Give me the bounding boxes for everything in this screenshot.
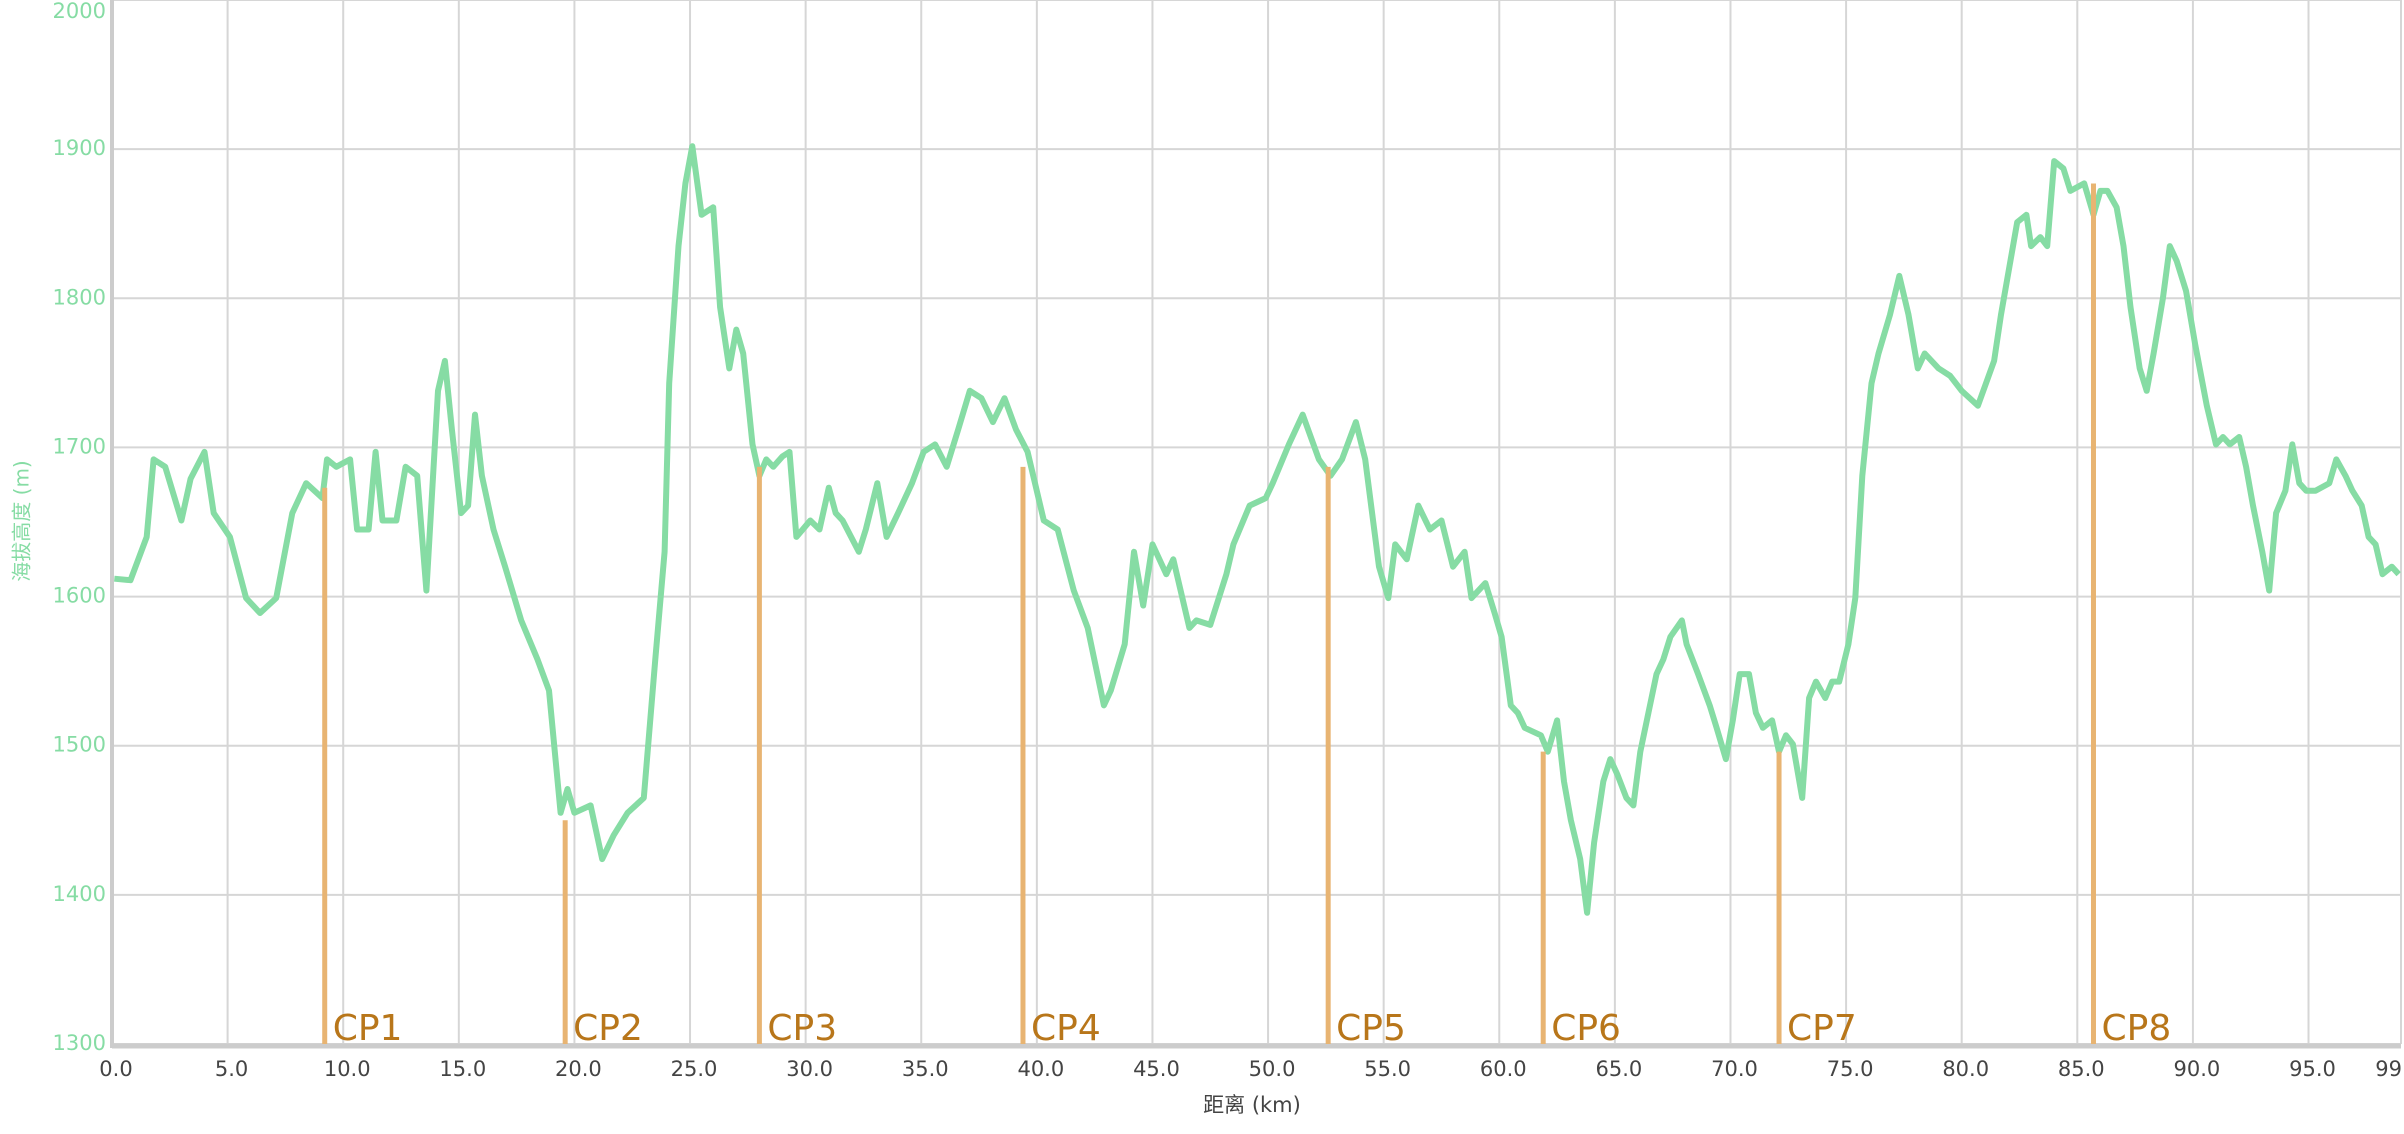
x-axis-title: 距离 (km) xyxy=(1203,1093,1301,1117)
checkpoint-label: CP5 xyxy=(1336,1008,1406,1049)
x-tick-label: 65.0 xyxy=(1595,1057,1642,1081)
checkpoint-label: CP7 xyxy=(1787,1008,1857,1049)
x-tick-label: 75.0 xyxy=(1827,1057,1874,1081)
x-tick-label: 0.0 xyxy=(99,1057,132,1081)
y-tick-label: 2000 xyxy=(53,0,106,23)
x-tick-label: 90.0 xyxy=(2174,1057,2221,1081)
x-tick-label: 25.0 xyxy=(671,1057,718,1081)
x-tick-label: 45.0 xyxy=(1133,1057,1180,1081)
checkpoint-label: CP1 xyxy=(333,1008,403,1049)
y-tick-label: 1300 xyxy=(53,1031,106,1055)
checkpoint-label: CP4 xyxy=(1031,1008,1101,1049)
x-tick-label: 35.0 xyxy=(902,1057,949,1081)
x-tick-label: 95.0 xyxy=(2289,1057,2336,1081)
x-tick-label: 80.0 xyxy=(1942,1057,1989,1081)
x-tick-label: 10.0 xyxy=(324,1057,371,1081)
x-tick-label: 5.0 xyxy=(215,1057,248,1081)
checkpoint-label: CP8 xyxy=(2101,1008,2171,1049)
y-tick-label: 1800 xyxy=(53,285,106,309)
checkpoint-label: CP2 xyxy=(573,1008,643,1049)
x-tick-label: 40.0 xyxy=(1017,1057,1064,1081)
x-tick-label: 60.0 xyxy=(1480,1057,1527,1081)
y-tick-label: 1700 xyxy=(53,434,106,458)
x-tick-label: 30.0 xyxy=(786,1057,833,1081)
checkpoint-label: CP6 xyxy=(1551,1008,1621,1049)
y-tick-label: 1400 xyxy=(53,882,106,906)
x-tick-label: 55.0 xyxy=(1364,1057,1411,1081)
y-tick-label: 1600 xyxy=(53,584,106,608)
x-tick-label: 20.0 xyxy=(555,1057,602,1081)
y-axis-title: 海拔高度 (m) xyxy=(10,460,34,581)
checkpoint-label: CP3 xyxy=(767,1008,837,1049)
y-tick-label: 1900 xyxy=(53,136,106,160)
y-tick-label: 1500 xyxy=(53,733,106,757)
x-tick-label: 15.0 xyxy=(439,1057,486,1081)
x-tick-label: 85.0 xyxy=(2058,1057,2105,1081)
x-tick-label: 70.0 xyxy=(1711,1057,1758,1081)
elevation-line xyxy=(114,143,2401,916)
x-tick-label: 50.0 xyxy=(1249,1057,1296,1081)
x-tick-label: 99 xyxy=(2375,1057,2402,1081)
